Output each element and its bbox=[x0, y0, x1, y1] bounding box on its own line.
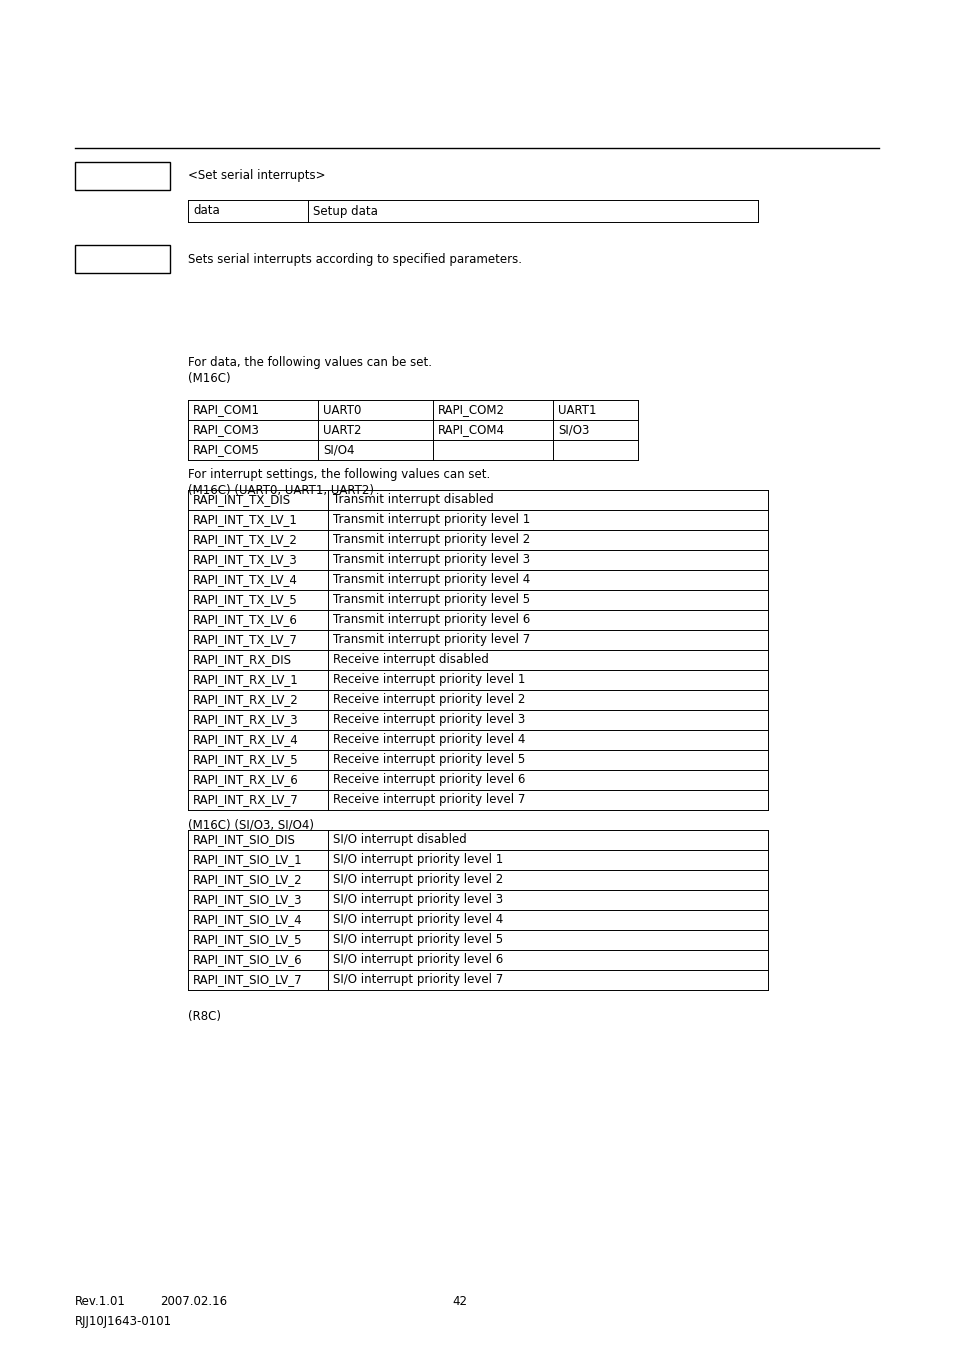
Text: (M16C) (UART0, UART1, UART2): (M16C) (UART0, UART1, UART2) bbox=[188, 484, 374, 497]
Text: Setup data: Setup data bbox=[313, 204, 377, 218]
Text: RAPI_INT_TX_LV_1: RAPI_INT_TX_LV_1 bbox=[193, 513, 297, 527]
Text: Transmit interrupt priority level 2: Transmit interrupt priority level 2 bbox=[333, 534, 530, 547]
Text: RAPI_INT_TX_LV_4: RAPI_INT_TX_LV_4 bbox=[193, 574, 297, 586]
Text: RAPI_COM2: RAPI_COM2 bbox=[437, 404, 504, 416]
Text: RAPI_COM5: RAPI_COM5 bbox=[193, 443, 259, 457]
Text: Transmit interrupt priority level 4: Transmit interrupt priority level 4 bbox=[333, 574, 530, 586]
Text: For data, the following values can be set.: For data, the following values can be se… bbox=[188, 357, 432, 369]
Text: Receive interrupt priority level 4: Receive interrupt priority level 4 bbox=[333, 734, 525, 747]
Text: RAPI_INT_TX_DIS: RAPI_INT_TX_DIS bbox=[193, 493, 291, 507]
Text: For interrupt settings, the following values can set.: For interrupt settings, the following va… bbox=[188, 467, 490, 481]
Text: RAPI_INT_TX_LV_6: RAPI_INT_TX_LV_6 bbox=[193, 613, 297, 627]
Text: RAPI_INT_SIO_LV_2: RAPI_INT_SIO_LV_2 bbox=[193, 874, 302, 886]
Text: RAPI_INT_RX_LV_6: RAPI_INT_RX_LV_6 bbox=[193, 774, 298, 786]
Text: Receive interrupt priority level 5: Receive interrupt priority level 5 bbox=[333, 754, 525, 766]
Text: RAPI_COM3: RAPI_COM3 bbox=[193, 423, 259, 436]
Text: RAPI_INT_SIO_DIS: RAPI_INT_SIO_DIS bbox=[193, 834, 295, 847]
Text: RAPI_INT_RX_DIS: RAPI_INT_RX_DIS bbox=[193, 654, 292, 666]
Text: RAPI_COM4: RAPI_COM4 bbox=[437, 423, 504, 436]
Text: RAPI_INT_SIO_LV_3: RAPI_INT_SIO_LV_3 bbox=[193, 893, 302, 907]
Text: (M16C) (SI/O3, SI/O4): (M16C) (SI/O3, SI/O4) bbox=[188, 817, 314, 831]
Text: UART1: UART1 bbox=[558, 404, 596, 416]
Text: RAPI_INT_SIO_LV_4: RAPI_INT_SIO_LV_4 bbox=[193, 913, 302, 927]
Text: Receive interrupt priority level 7: Receive interrupt priority level 7 bbox=[333, 793, 525, 807]
Text: Transmit interrupt priority level 6: Transmit interrupt priority level 6 bbox=[333, 613, 530, 627]
Text: Transmit interrupt priority level 1: Transmit interrupt priority level 1 bbox=[333, 513, 530, 527]
Text: Receive interrupt priority level 1: Receive interrupt priority level 1 bbox=[333, 674, 525, 686]
Text: RJJ10J1643-0101: RJJ10J1643-0101 bbox=[75, 1315, 172, 1328]
Text: SI/O interrupt priority level 6: SI/O interrupt priority level 6 bbox=[333, 954, 503, 966]
Text: RAPI_INT_SIO_LV_7: RAPI_INT_SIO_LV_7 bbox=[193, 974, 302, 986]
Text: SI/O interrupt priority level 5: SI/O interrupt priority level 5 bbox=[333, 934, 502, 947]
Text: UART0: UART0 bbox=[323, 404, 361, 416]
Text: RAPI_INT_TX_LV_7: RAPI_INT_TX_LV_7 bbox=[193, 634, 297, 647]
Text: SI/O interrupt priority level 4: SI/O interrupt priority level 4 bbox=[333, 913, 503, 927]
Text: Receive interrupt disabled: Receive interrupt disabled bbox=[333, 654, 488, 666]
Text: RAPI_INT_RX_LV_3: RAPI_INT_RX_LV_3 bbox=[193, 713, 298, 727]
Text: Transmit interrupt priority level 5: Transmit interrupt priority level 5 bbox=[333, 593, 530, 607]
Text: RAPI_INT_SIO_LV_1: RAPI_INT_SIO_LV_1 bbox=[193, 854, 302, 866]
Text: Receive interrupt priority level 3: Receive interrupt priority level 3 bbox=[333, 713, 525, 727]
Text: 42: 42 bbox=[452, 1296, 467, 1308]
Text: RAPI_INT_RX_LV_5: RAPI_INT_RX_LV_5 bbox=[193, 754, 298, 766]
Text: Receive interrupt priority level 2: Receive interrupt priority level 2 bbox=[333, 693, 525, 707]
Text: RAPI_COM1: RAPI_COM1 bbox=[193, 404, 260, 416]
Text: RAPI_INT_RX_LV_4: RAPI_INT_RX_LV_4 bbox=[193, 734, 298, 747]
Text: Transmit interrupt disabled: Transmit interrupt disabled bbox=[333, 493, 494, 507]
Text: RAPI_INT_SIO_LV_6: RAPI_INT_SIO_LV_6 bbox=[193, 954, 302, 966]
Text: RAPI_INT_RX_LV_2: RAPI_INT_RX_LV_2 bbox=[193, 693, 298, 707]
Text: (R8C): (R8C) bbox=[188, 1011, 221, 1023]
Text: RAPI_INT_TX_LV_3: RAPI_INT_TX_LV_3 bbox=[193, 554, 297, 566]
Text: SI/O4: SI/O4 bbox=[323, 443, 355, 457]
Text: RAPI_INT_TX_LV_5: RAPI_INT_TX_LV_5 bbox=[193, 593, 297, 607]
Text: Receive interrupt priority level 6: Receive interrupt priority level 6 bbox=[333, 774, 525, 786]
Text: data: data bbox=[193, 204, 219, 218]
Text: SI/O interrupt priority level 1: SI/O interrupt priority level 1 bbox=[333, 854, 503, 866]
Text: RAPI_INT_TX_LV_2: RAPI_INT_TX_LV_2 bbox=[193, 534, 297, 547]
Text: <Set serial interrupts>: <Set serial interrupts> bbox=[188, 169, 325, 182]
Text: SI/O interrupt priority level 2: SI/O interrupt priority level 2 bbox=[333, 874, 503, 886]
Text: UART2: UART2 bbox=[323, 423, 361, 436]
Text: RAPI_INT_RX_LV_1: RAPI_INT_RX_LV_1 bbox=[193, 674, 298, 686]
Text: SI/O interrupt priority level 7: SI/O interrupt priority level 7 bbox=[333, 974, 503, 986]
Text: (M16C): (M16C) bbox=[188, 372, 231, 385]
Text: Transmit interrupt priority level 3: Transmit interrupt priority level 3 bbox=[333, 554, 530, 566]
Text: RAPI_INT_SIO_LV_5: RAPI_INT_SIO_LV_5 bbox=[193, 934, 302, 947]
Text: RAPI_INT_RX_LV_7: RAPI_INT_RX_LV_7 bbox=[193, 793, 298, 807]
Text: 2007.02.16: 2007.02.16 bbox=[160, 1296, 227, 1308]
Text: SI/O3: SI/O3 bbox=[558, 423, 589, 436]
Bar bbox=[75, 162, 170, 190]
Bar bbox=[75, 245, 170, 273]
Text: SI/O interrupt priority level 3: SI/O interrupt priority level 3 bbox=[333, 893, 502, 907]
Text: Sets serial interrupts according to specified parameters.: Sets serial interrupts according to spec… bbox=[188, 253, 521, 266]
Text: Transmit interrupt priority level 7: Transmit interrupt priority level 7 bbox=[333, 634, 530, 647]
Text: SI/O interrupt disabled: SI/O interrupt disabled bbox=[333, 834, 466, 847]
Text: Rev.1.01: Rev.1.01 bbox=[75, 1296, 126, 1308]
